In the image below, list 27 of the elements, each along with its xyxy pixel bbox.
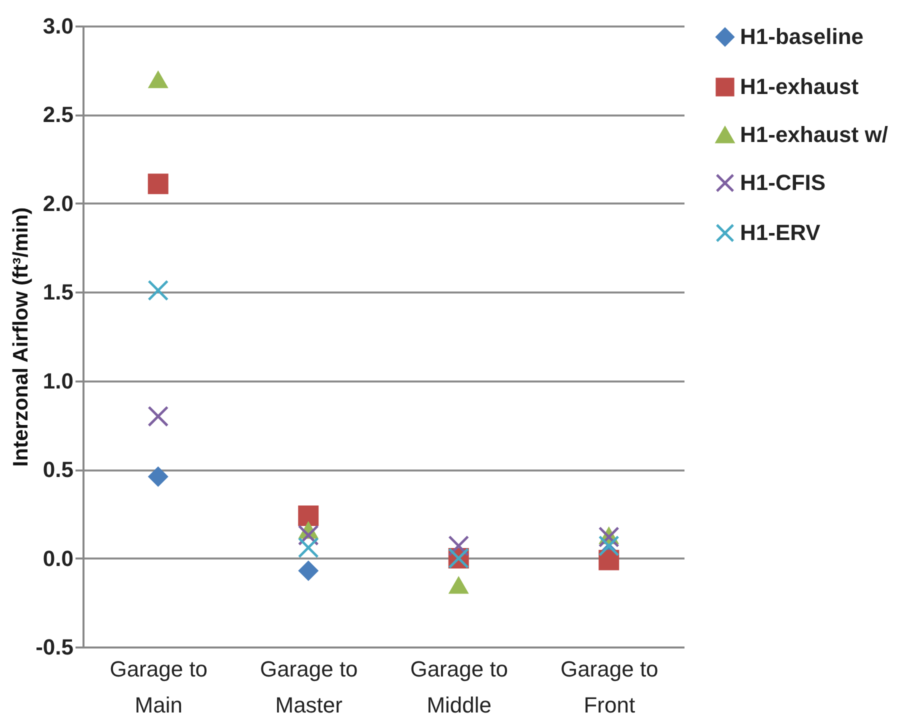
x-tick-label: Garage to Front bbox=[560, 656, 658, 718]
point bbox=[148, 70, 168, 88]
point bbox=[148, 174, 168, 194]
y-tick-label: 0.5 bbox=[42, 457, 74, 482]
point bbox=[298, 560, 319, 581]
point bbox=[148, 406, 169, 427]
y-tick-label: 2.5 bbox=[42, 102, 74, 128]
point bbox=[298, 505, 319, 526]
y-axis-title: Interzonal Airflow (ft³/min) bbox=[10, 207, 33, 467]
x-tick-label: Garage to Master bbox=[260, 656, 358, 718]
y-tick-label: 1.5 bbox=[42, 280, 74, 305]
point bbox=[148, 466, 168, 487]
y-tick-label: 0.0 bbox=[42, 546, 74, 571]
point bbox=[148, 280, 169, 301]
y-tick-label: 2.0 bbox=[42, 190, 74, 216]
legend-label: H1-CFIS bbox=[740, 170, 826, 195]
legend-label: H1-exhaust bbox=[740, 74, 860, 99]
x-tick-label: Garage to Middle bbox=[410, 656, 508, 718]
y-tick-label: 3.0 bbox=[42, 14, 74, 38]
legend-label: H1-baseline bbox=[740, 24, 864, 49]
x-tick-label: Garage to Main bbox=[110, 656, 208, 718]
y-tick-label: -0.5 bbox=[36, 634, 74, 660]
y-tick-label: 1.0 bbox=[42, 368, 74, 394]
legend-label: H1-ERV bbox=[740, 220, 821, 245]
point bbox=[298, 537, 319, 558]
legend-label: H1-exhaust w/ bbox=[740, 122, 888, 147]
point bbox=[448, 576, 469, 594]
